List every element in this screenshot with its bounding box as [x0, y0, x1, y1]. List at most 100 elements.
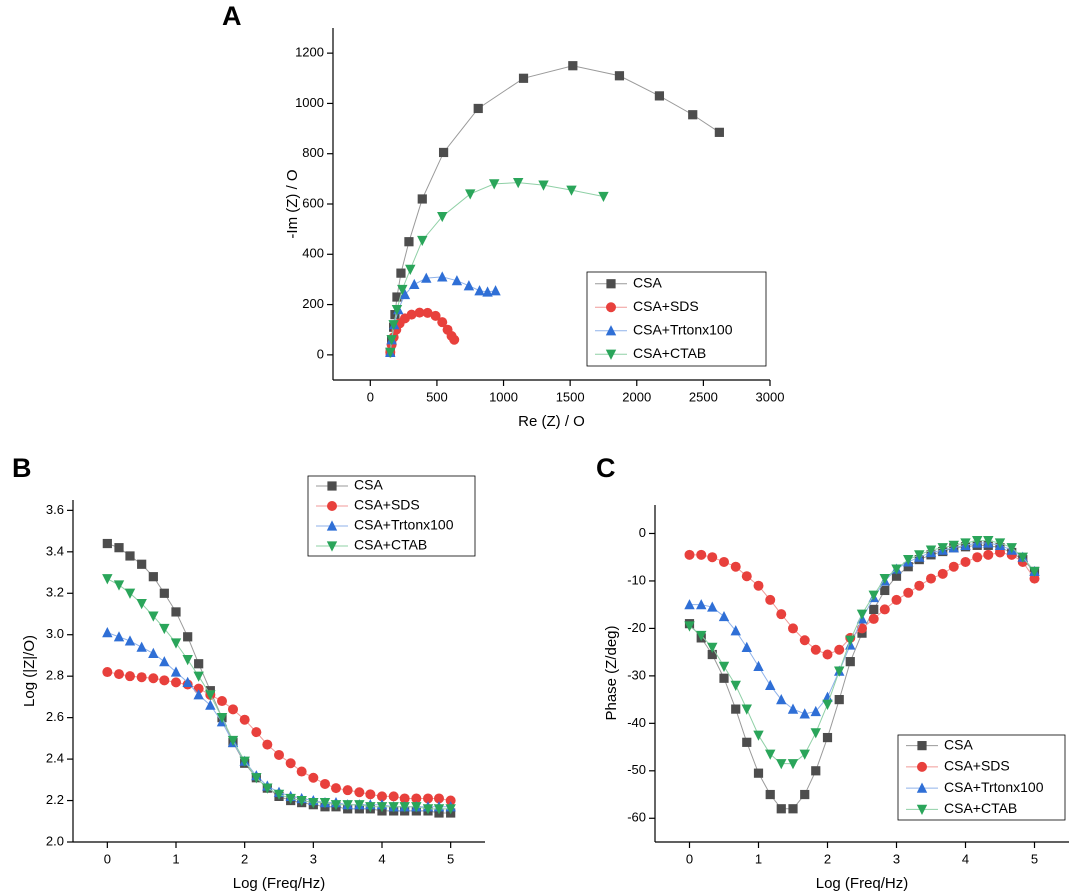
marker — [388, 802, 399, 813]
marker — [423, 793, 434, 804]
marker — [183, 632, 193, 642]
y-tick-label: 1200 — [295, 45, 324, 60]
marker — [405, 264, 416, 275]
marker — [719, 556, 729, 567]
marker — [983, 549, 994, 560]
marker — [845, 635, 856, 646]
marker — [239, 756, 250, 767]
marker — [696, 630, 707, 642]
marker — [868, 613, 879, 624]
marker — [741, 704, 752, 715]
marker — [390, 310, 400, 320]
y-tick-label: 600 — [302, 195, 324, 210]
marker — [406, 309, 417, 320]
marker — [354, 787, 365, 798]
marker — [474, 285, 485, 296]
y-axis-title: -Im (Z) / O — [284, 169, 301, 238]
marker — [776, 694, 787, 705]
y-tick-label: 2.6 — [46, 709, 64, 724]
marker — [182, 676, 193, 687]
panel: A 0 500 1000 1500 2000 2500 3000 0 200 400 600 800 10… — [222, 1, 784, 430]
y-tick-label: 2.2 — [46, 792, 64, 807]
marker — [787, 703, 799, 714]
marker — [948, 540, 959, 551]
marker — [102, 574, 113, 585]
marker — [159, 656, 170, 667]
x-axis-title: Log (Freq/Hz) — [233, 875, 326, 892]
marker — [113, 631, 125, 642]
marker — [320, 778, 331, 789]
marker — [983, 535, 994, 547]
marker — [787, 759, 799, 770]
marker — [925, 545, 937, 556]
marker — [159, 623, 170, 635]
marker — [512, 178, 524, 189]
marker — [730, 680, 741, 691]
marker — [159, 675, 170, 686]
panel-label: B — [12, 453, 32, 483]
legend-marker — [917, 741, 927, 751]
y-tick-label: -60 — [627, 810, 646, 825]
legend-marker — [326, 520, 338, 531]
marker — [566, 185, 577, 196]
marker — [914, 550, 925, 561]
marker — [377, 791, 387, 802]
marker — [437, 271, 448, 282]
marker — [753, 580, 764, 591]
marker — [102, 538, 112, 549]
marker — [404, 237, 414, 247]
panel: C 0 1 2 3 4 5 0 -10 -20 -30 -40 -50 -60 Log (Freq/Hz) P… — [596, 453, 1069, 892]
marker — [765, 594, 776, 605]
marker — [879, 573, 890, 585]
marker — [438, 147, 449, 158]
marker — [251, 727, 262, 738]
marker — [822, 732, 833, 743]
marker — [113, 580, 125, 591]
y-tick-label: 200 — [302, 296, 324, 311]
marker — [799, 749, 810, 760]
marker — [262, 739, 273, 750]
marker — [696, 549, 707, 560]
y-tick-label: 2.8 — [46, 668, 64, 683]
marker — [718, 610, 730, 622]
marker — [518, 73, 529, 83]
x-tick-label: 3 — [893, 851, 900, 866]
marker — [388, 791, 399, 802]
marker — [489, 179, 500, 190]
y-tick-label: 400 — [302, 246, 324, 261]
marker — [684, 549, 695, 560]
marker — [788, 804, 798, 814]
marker — [688, 110, 698, 120]
marker — [1017, 552, 1028, 563]
marker — [684, 599, 695, 610]
marker — [319, 798, 331, 809]
marker — [274, 749, 284, 760]
marker — [1029, 566, 1040, 578]
marker — [811, 766, 821, 776]
marker — [960, 556, 971, 567]
y-tick-label: 1000 — [295, 95, 324, 110]
marker — [411, 802, 422, 813]
y-tick-label: 3.2 — [46, 585, 64, 600]
marker — [422, 804, 434, 815]
marker — [365, 802, 376, 813]
marker — [342, 785, 353, 796]
marker — [869, 604, 879, 615]
legend-label: CSA — [944, 736, 973, 752]
marker — [765, 679, 776, 690]
y-tick-label: 3.4 — [46, 543, 64, 558]
y-tick-label: -30 — [627, 667, 646, 682]
series-line — [689, 540, 1035, 765]
y-tick-label: -40 — [627, 715, 646, 730]
y-tick-label: 0 — [317, 346, 324, 361]
marker — [730, 561, 741, 572]
marker — [707, 601, 718, 612]
marker — [765, 789, 775, 800]
y-tick-label: -10 — [627, 572, 646, 587]
marker — [718, 661, 730, 672]
legend-label: CSA+Trtonx100 — [944, 779, 1044, 795]
marker — [124, 588, 136, 599]
x-tick-label: 5 — [447, 851, 454, 866]
y-tick-label: 2.0 — [46, 833, 64, 848]
